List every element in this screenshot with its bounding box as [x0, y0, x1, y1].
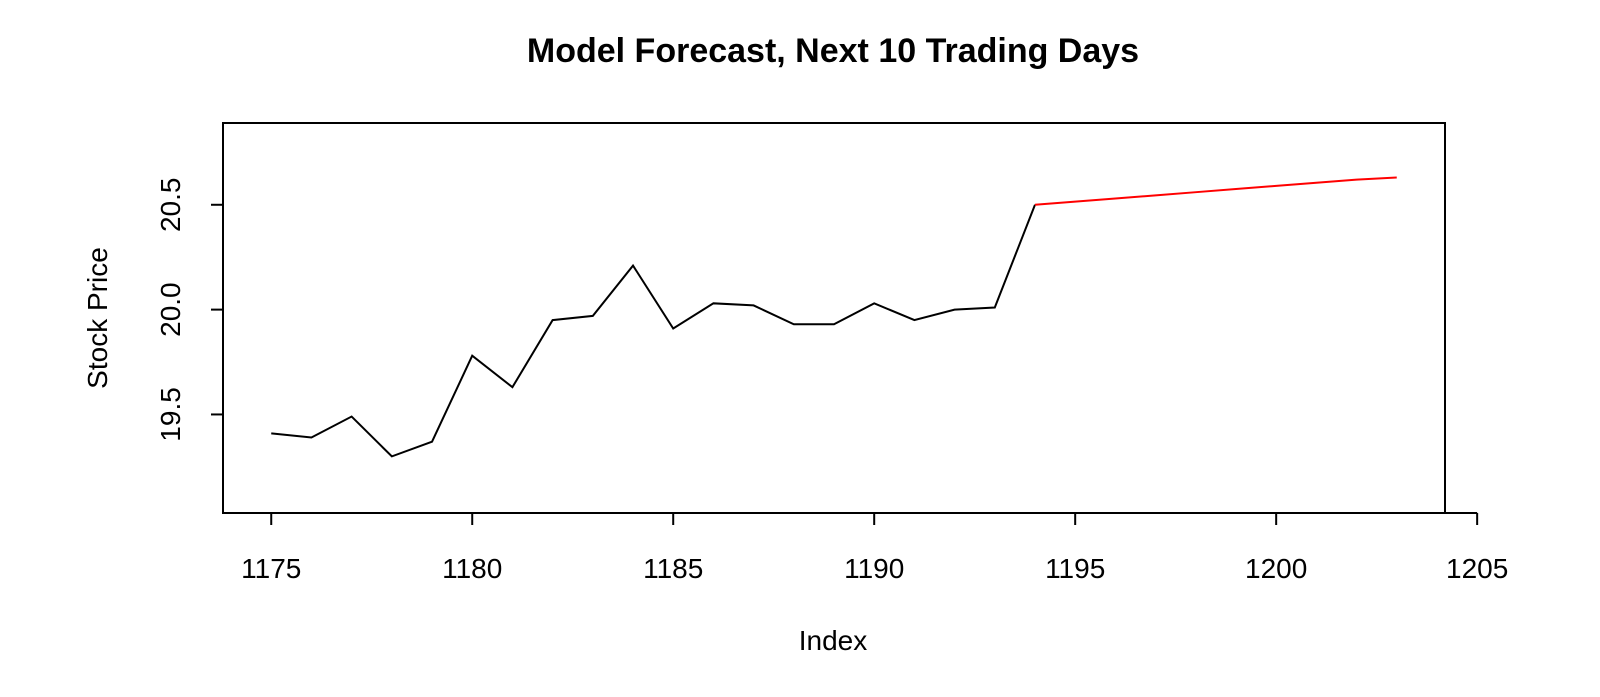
x-tick-label: 1205: [1446, 553, 1508, 584]
x-tick-label: 1190: [844, 553, 904, 584]
x-tick-label: 1185: [643, 553, 703, 584]
x-tick-label: 1175: [241, 553, 301, 584]
y-tick-label: 19.5: [155, 387, 186, 442]
series-layer: [271, 176, 1397, 458]
series-line-observed: [271, 204, 1036, 458]
x-axis-label: Index: [799, 625, 868, 656]
y-axis: 19.5 20.0 20.5: [155, 178, 223, 442]
y-axis-label: Stock Price: [82, 247, 113, 389]
y-tick-label: 20.5: [155, 178, 186, 233]
x-tick-label: 1180: [442, 553, 502, 584]
plot-area-border: [222, 122, 1446, 514]
x-tick-label: 1195: [1045, 553, 1105, 584]
y-tick-label: 20.0: [155, 282, 186, 337]
series-line-forecast: [1034, 176, 1397, 206]
chart-title: Model Forecast, Next 10 Trading Days: [527, 32, 1139, 70]
x-tick-label: 1200: [1245, 553, 1307, 584]
x-axis: 1175 1180 1185 1190 1195 1200 1205: [241, 512, 1508, 584]
